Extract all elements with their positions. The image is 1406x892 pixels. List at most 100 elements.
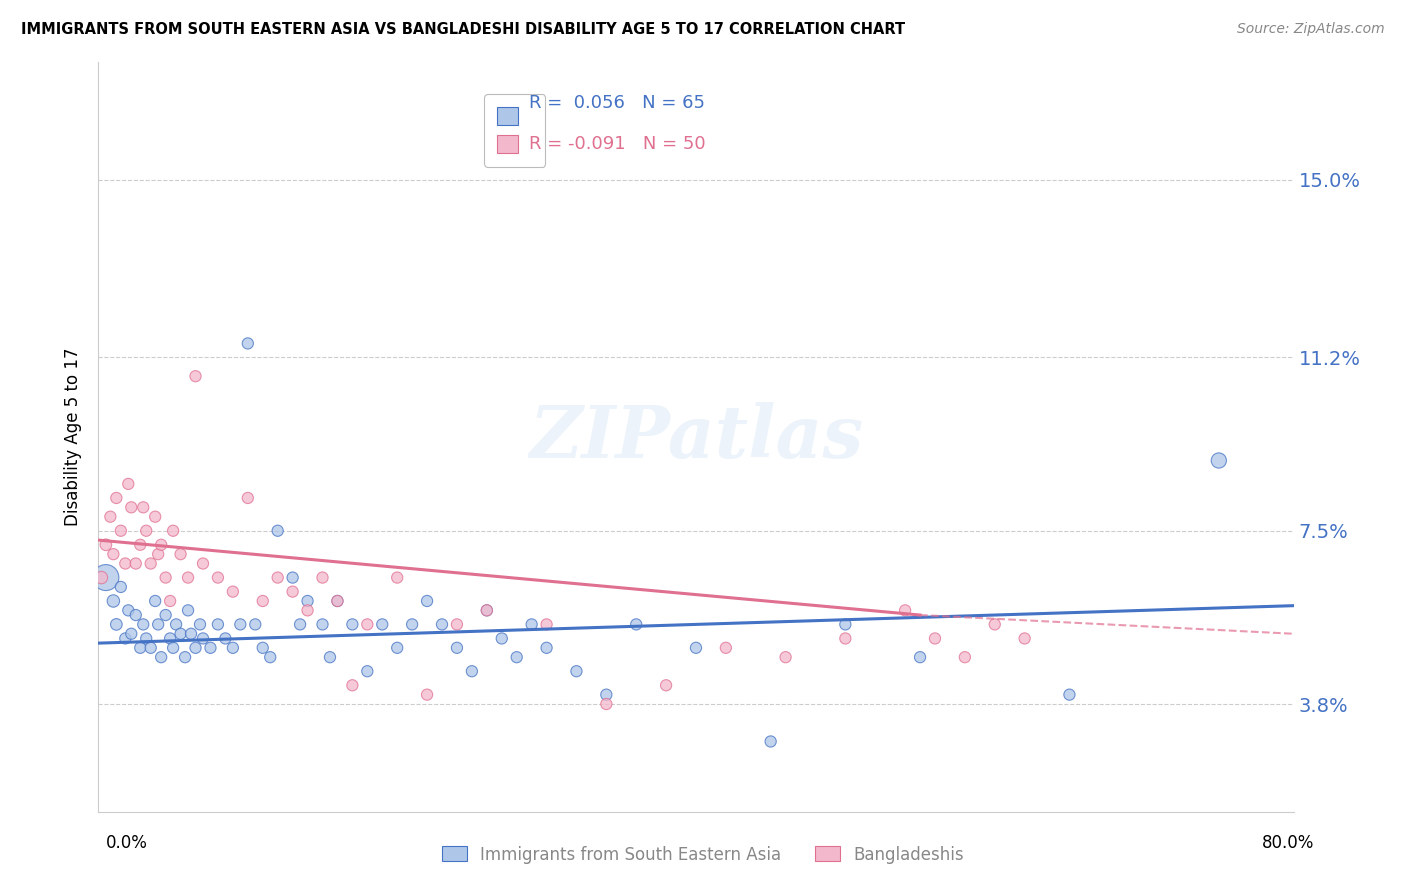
Point <box>162 640 184 655</box>
Point <box>184 640 207 655</box>
Point <box>150 538 173 552</box>
Point <box>311 571 333 585</box>
Point <box>908 650 931 665</box>
Point <box>90 571 112 585</box>
Point <box>252 640 274 655</box>
Point <box>159 632 181 646</box>
Point <box>117 603 139 617</box>
Point <box>120 626 142 640</box>
Point <box>94 571 117 585</box>
Point <box>177 603 200 617</box>
Point <box>94 538 117 552</box>
Point <box>207 617 229 632</box>
Point <box>132 500 155 515</box>
Point <box>297 603 319 617</box>
Point <box>177 571 200 585</box>
Point <box>245 617 267 632</box>
Point <box>125 557 148 571</box>
Point <box>184 369 207 384</box>
Point <box>1208 453 1230 467</box>
Point <box>155 571 177 585</box>
Point <box>105 617 128 632</box>
Point <box>326 594 349 608</box>
Point <box>188 617 211 632</box>
Point <box>191 632 214 646</box>
Point <box>595 697 617 711</box>
Point <box>342 617 364 632</box>
Point <box>135 524 157 538</box>
Point <box>120 500 142 515</box>
Point <box>319 650 342 665</box>
Point <box>446 640 468 655</box>
Point <box>1059 688 1081 702</box>
Point <box>98 509 122 524</box>
Point <box>834 617 856 632</box>
Point <box>129 538 152 552</box>
Point <box>953 650 976 665</box>
Legend: , : , <box>484 94 546 167</box>
Text: 0.0%: 0.0% <box>105 834 148 852</box>
Point <box>162 524 184 538</box>
Point <box>114 557 136 571</box>
Point <box>371 617 394 632</box>
Point <box>129 640 152 655</box>
Point <box>491 632 513 646</box>
Point <box>281 584 304 599</box>
Point <box>148 617 170 632</box>
Point <box>105 491 128 505</box>
Point <box>135 632 157 646</box>
Point <box>143 594 166 608</box>
Point <box>685 640 707 655</box>
Point <box>506 650 529 665</box>
Point <box>416 688 439 702</box>
Point <box>180 626 202 640</box>
Point <box>229 617 252 632</box>
Point <box>714 640 737 655</box>
Point <box>430 617 453 632</box>
Point <box>297 594 319 608</box>
Text: ZIPatlas: ZIPatlas <box>529 401 863 473</box>
Point <box>165 617 187 632</box>
Point <box>110 524 132 538</box>
Point <box>311 617 333 632</box>
Point <box>775 650 797 665</box>
Point <box>200 640 222 655</box>
Point <box>1014 632 1036 646</box>
Point <box>139 557 162 571</box>
Point <box>595 688 617 702</box>
Point <box>655 678 678 692</box>
Point <box>267 571 290 585</box>
Point <box>259 650 281 665</box>
Point <box>117 476 139 491</box>
Point <box>148 547 170 561</box>
Point <box>984 617 1007 632</box>
Point <box>288 617 311 632</box>
Point <box>159 594 181 608</box>
Point <box>536 640 558 655</box>
Point <box>207 571 229 585</box>
Point <box>626 617 648 632</box>
Point <box>139 640 162 655</box>
Point <box>475 603 498 617</box>
Point <box>565 664 588 679</box>
Point <box>834 632 856 646</box>
Point <box>222 584 245 599</box>
Point <box>475 603 498 617</box>
Point <box>281 571 304 585</box>
Text: R =  0.056   N = 65: R = 0.056 N = 65 <box>529 94 704 112</box>
Point <box>132 617 155 632</box>
Point <box>536 617 558 632</box>
Point <box>214 632 236 646</box>
Point <box>174 650 197 665</box>
Point <box>385 640 409 655</box>
Point <box>342 678 364 692</box>
Point <box>461 664 484 679</box>
Point <box>222 640 245 655</box>
Point <box>236 336 259 351</box>
Point <box>125 608 148 623</box>
Point <box>143 509 166 524</box>
Point <box>520 617 543 632</box>
Point <box>267 524 290 538</box>
Point <box>169 547 191 561</box>
Point <box>446 617 468 632</box>
